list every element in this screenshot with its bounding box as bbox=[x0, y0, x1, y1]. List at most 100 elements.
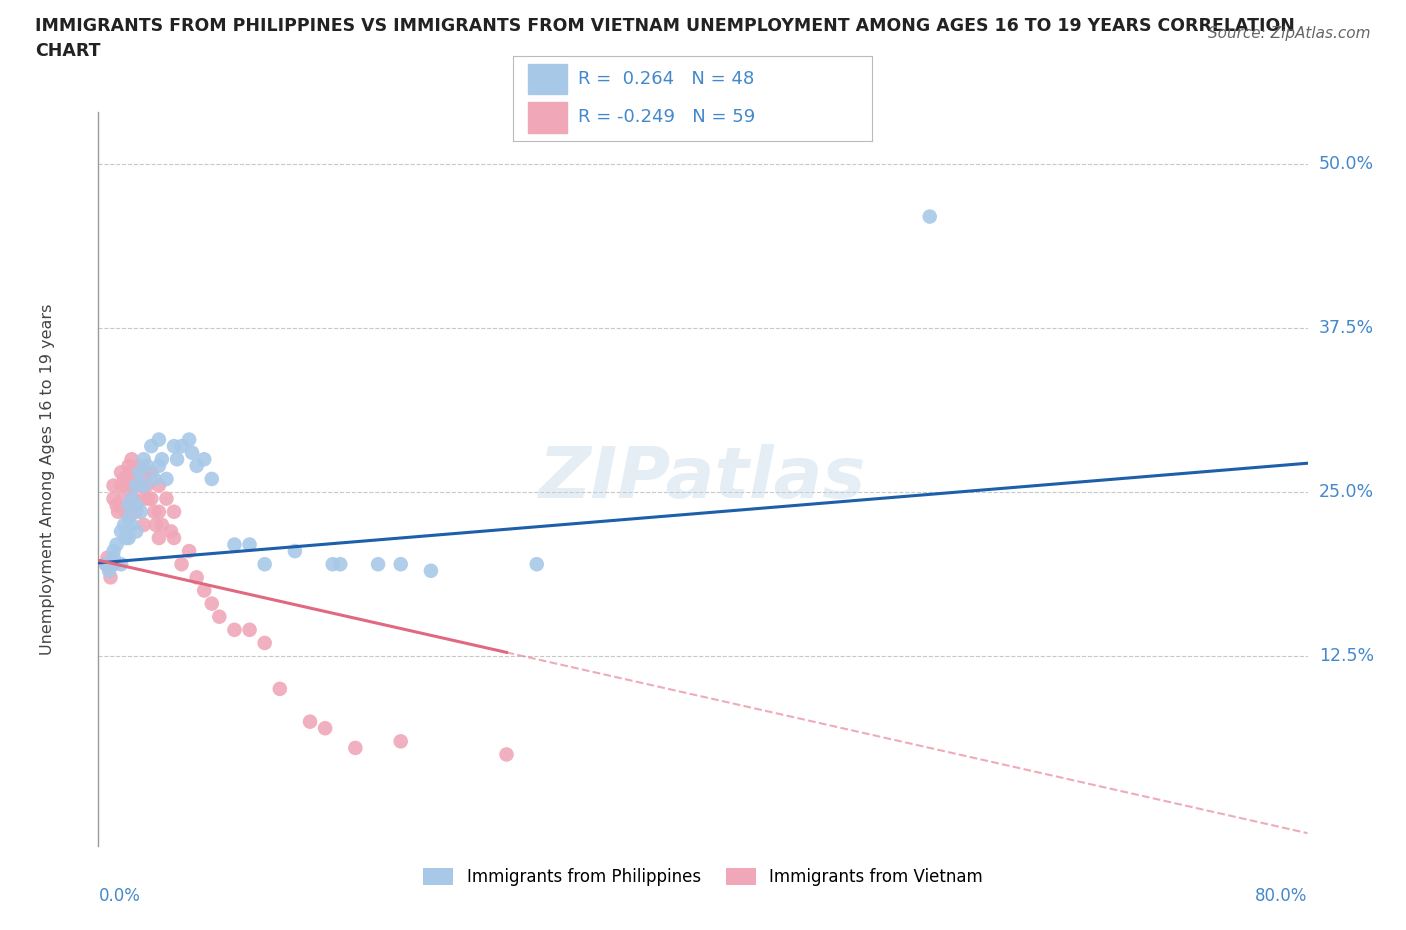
Point bbox=[98, 564, 121, 578]
Point bbox=[114, 530, 136, 545]
Point bbox=[186, 570, 208, 585]
Point bbox=[253, 557, 276, 572]
Point bbox=[193, 583, 215, 598]
Point bbox=[148, 504, 170, 519]
Point bbox=[118, 458, 141, 473]
Point bbox=[103, 557, 125, 572]
Point bbox=[125, 478, 148, 493]
Text: R =  0.264   N = 48: R = 0.264 N = 48 bbox=[578, 70, 754, 88]
Point bbox=[114, 504, 136, 519]
Point bbox=[367, 557, 389, 572]
Point bbox=[118, 498, 141, 512]
Point bbox=[121, 517, 143, 532]
Point bbox=[125, 498, 148, 512]
Text: 50.0%: 50.0% bbox=[1319, 155, 1374, 173]
Point bbox=[253, 635, 276, 650]
Point bbox=[121, 478, 143, 493]
Point bbox=[128, 465, 150, 480]
Point bbox=[111, 491, 134, 506]
Point bbox=[148, 478, 170, 493]
Point bbox=[141, 465, 163, 480]
Point bbox=[132, 478, 155, 493]
Point bbox=[110, 557, 132, 572]
Point bbox=[100, 570, 122, 585]
Point bbox=[170, 439, 193, 454]
Point bbox=[132, 465, 155, 480]
Point bbox=[284, 544, 307, 559]
Point bbox=[299, 714, 322, 729]
Point bbox=[163, 504, 186, 519]
Point bbox=[148, 458, 170, 473]
Point bbox=[239, 538, 262, 552]
Point bbox=[98, 557, 121, 572]
Point bbox=[526, 557, 548, 572]
FancyBboxPatch shape bbox=[527, 63, 567, 94]
Text: 37.5%: 37.5% bbox=[1319, 319, 1374, 337]
Point bbox=[141, 491, 163, 506]
Point bbox=[181, 445, 204, 460]
Point bbox=[103, 491, 125, 506]
Point bbox=[918, 209, 941, 224]
Point bbox=[239, 622, 262, 637]
Point bbox=[121, 452, 143, 467]
Point bbox=[122, 491, 145, 506]
Point bbox=[314, 721, 336, 736]
Text: Unemployment Among Ages 16 to 19 years: Unemployment Among Ages 16 to 19 years bbox=[41, 303, 55, 655]
Point bbox=[193, 452, 215, 467]
Point bbox=[129, 504, 152, 519]
Point bbox=[107, 504, 129, 519]
Point bbox=[112, 472, 135, 486]
Point bbox=[186, 458, 208, 473]
Point bbox=[495, 747, 517, 762]
Point bbox=[103, 557, 125, 572]
Point bbox=[125, 478, 148, 493]
Point bbox=[163, 530, 186, 545]
Point bbox=[420, 564, 443, 578]
Point bbox=[118, 530, 141, 545]
Point bbox=[150, 452, 173, 467]
Point bbox=[103, 478, 125, 493]
Text: ZIPatlas: ZIPatlas bbox=[540, 445, 866, 513]
Point bbox=[110, 478, 132, 493]
Point bbox=[125, 504, 148, 519]
FancyBboxPatch shape bbox=[527, 102, 567, 133]
Point bbox=[160, 524, 183, 538]
Point bbox=[389, 734, 412, 749]
Point bbox=[145, 517, 167, 532]
Text: 12.5%: 12.5% bbox=[1319, 647, 1374, 665]
Point bbox=[103, 551, 125, 565]
Point bbox=[96, 551, 118, 565]
Point bbox=[224, 538, 246, 552]
Point bbox=[132, 517, 155, 532]
Point bbox=[125, 524, 148, 538]
Point bbox=[208, 609, 231, 624]
Text: 0.0%: 0.0% bbox=[98, 886, 141, 905]
Point bbox=[135, 458, 157, 473]
Point bbox=[201, 472, 224, 486]
Point bbox=[114, 478, 136, 493]
Point bbox=[170, 557, 193, 572]
Point bbox=[121, 491, 143, 506]
Point bbox=[224, 622, 246, 637]
Point bbox=[112, 517, 135, 532]
Point bbox=[143, 472, 166, 486]
Point bbox=[94, 557, 117, 572]
Point bbox=[179, 432, 201, 447]
Point bbox=[155, 491, 177, 506]
Text: 25.0%: 25.0% bbox=[1319, 483, 1374, 501]
Text: IMMIGRANTS FROM PHILIPPINES VS IMMIGRANTS FROM VIETNAM UNEMPLOYMENT AMONG AGES 1: IMMIGRANTS FROM PHILIPPINES VS IMMIGRANT… bbox=[35, 17, 1295, 34]
Point bbox=[135, 478, 157, 493]
Point bbox=[143, 504, 166, 519]
Point bbox=[103, 544, 125, 559]
Point bbox=[110, 524, 132, 538]
Point bbox=[329, 557, 352, 572]
Point bbox=[201, 596, 224, 611]
Point bbox=[389, 557, 412, 572]
Point bbox=[150, 517, 173, 532]
Point bbox=[155, 472, 177, 486]
Point bbox=[110, 465, 132, 480]
Point bbox=[128, 458, 150, 473]
Point bbox=[120, 465, 142, 480]
Point bbox=[132, 452, 155, 467]
Point bbox=[129, 478, 152, 493]
